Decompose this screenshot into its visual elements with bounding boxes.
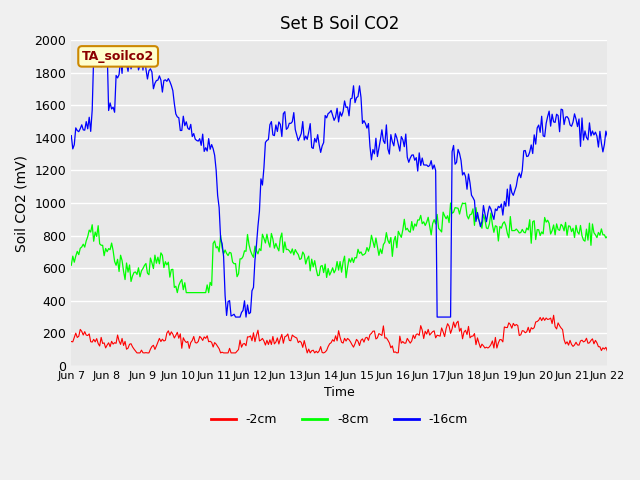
Legend: -2cm, -8cm, -16cm: -2cm, -8cm, -16cm [205,408,473,432]
Title: Set B Soil CO2: Set B Soil CO2 [280,15,399,33]
Y-axis label: Soil CO2 (mV): Soil CO2 (mV) [15,155,29,252]
Text: TA_soilco2: TA_soilco2 [82,50,154,63]
X-axis label: Time: Time [324,386,355,399]
